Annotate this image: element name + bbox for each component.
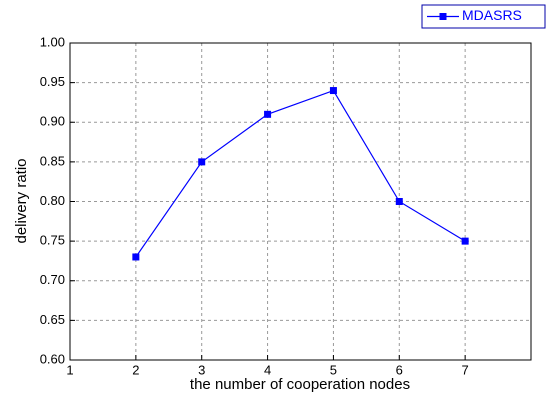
y-axis-title: delivery ratio — [13, 158, 30, 243]
x-tick-label: 4 — [264, 362, 271, 377]
legend-marker — [439, 13, 447, 20]
marker — [461, 237, 469, 245]
x-tick-label: 2 — [132, 362, 139, 377]
y-tick-label: 0.60 — [40, 351, 65, 366]
x-axis-title: the number of cooperation nodes — [190, 376, 410, 393]
marker — [198, 158, 206, 166]
legend-box — [421, 4, 546, 29]
y-tick-label: 0.85 — [40, 153, 65, 168]
x-tick-label: 5 — [330, 362, 337, 377]
marker — [264, 110, 272, 118]
x-tick-label: 7 — [462, 362, 469, 377]
legend-label: MDASRS — [462, 7, 522, 23]
line — [135, 89, 466, 258]
x-tick-label: 1 — [66, 362, 73, 377]
x-tick-label: 6 — [396, 362, 403, 377]
y-tick-label: 0.80 — [40, 193, 65, 208]
y-tick-label: 0.95 — [40, 74, 65, 89]
marker — [395, 198, 403, 205]
y-tick-label: 1.00 — [40, 34, 65, 49]
plot-frame — [69, 42, 532, 361]
marker — [329, 87, 337, 95]
marker — [132, 253, 140, 261]
x-tick-label: 3 — [198, 362, 205, 377]
y-tick-label: 0.65 — [40, 312, 65, 327]
y-tick-label: 0.70 — [40, 272, 65, 287]
y-tick-label: 0.90 — [40, 114, 65, 129]
y-tick-label: 0.75 — [40, 233, 65, 248]
